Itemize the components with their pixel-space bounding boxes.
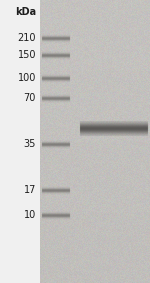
Text: 70: 70 — [24, 93, 36, 103]
Text: kDa: kDa — [15, 7, 36, 17]
Text: 17: 17 — [24, 185, 36, 195]
Text: 210: 210 — [18, 33, 36, 43]
Text: 10: 10 — [24, 210, 36, 220]
Text: 35: 35 — [24, 139, 36, 149]
Text: 150: 150 — [18, 50, 36, 60]
Text: 100: 100 — [18, 73, 36, 83]
